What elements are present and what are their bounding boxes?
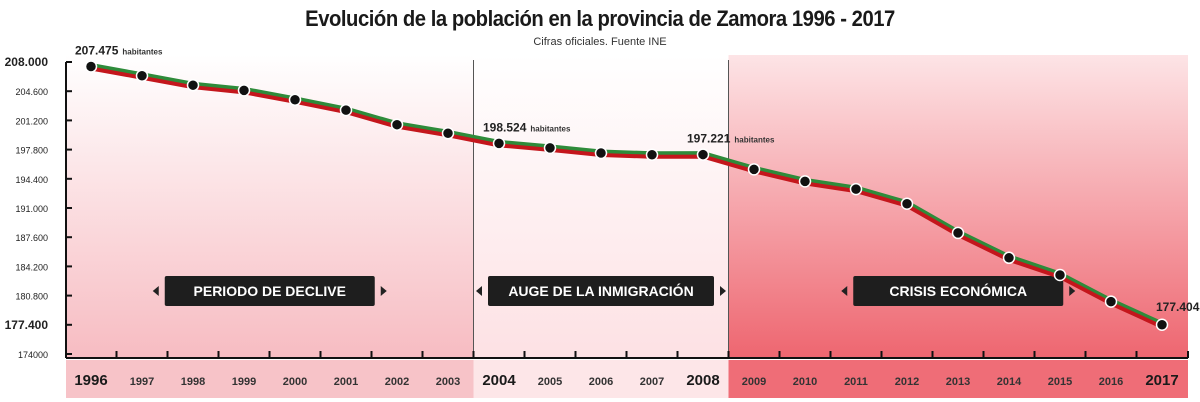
x-tick-label: 1996 [74, 372, 107, 389]
x-tick-label: 2003 [436, 376, 460, 388]
x-tick-label: 2013 [946, 376, 970, 388]
x-tick-label: 1999 [232, 376, 256, 388]
period-label: PERIODO DE DECLIVE [194, 283, 346, 299]
data-label: 198.524 habitantes [483, 120, 571, 134]
series-line-red [90, 66, 1163, 329]
data-point [798, 175, 812, 188]
data-point [390, 118, 404, 131]
x-tick-label: 2000 [283, 376, 307, 388]
data-point [543, 141, 557, 155]
y-tick-label: 174000 [18, 350, 48, 360]
y-tick-label: 187.600 [15, 233, 48, 243]
x-tick-label: 1997 [130, 376, 154, 388]
x-tick-label: 2005 [538, 376, 562, 388]
y-tick-label: 208.000 [5, 55, 49, 69]
period-region [473, 55, 729, 358]
x-tick-label: 2012 [895, 376, 919, 388]
data-point [747, 163, 761, 176]
chart-title: Evolución de la población en la provinci… [305, 6, 895, 31]
period-label-box [488, 276, 714, 306]
data-point [696, 148, 710, 161]
data-point [900, 197, 914, 210]
y-tick-label: 191.000 [15, 204, 48, 214]
year-strip [728, 360, 1188, 398]
data-point [84, 60, 98, 73]
chart-subtitle: Cifras oficiales. Fuente INE [533, 36, 667, 48]
data-point [1104, 295, 1118, 308]
x-tick-label: 2001 [334, 376, 358, 388]
x-tick-label: 2004 [482, 372, 516, 389]
y-tick-label: 180.800 [15, 292, 48, 302]
x-tick-label: 2011 [844, 376, 868, 388]
data-point [1002, 251, 1016, 265]
arrow-right-icon [720, 286, 726, 296]
y-tick-label: 197.800 [15, 146, 48, 156]
x-tick-label: 1998 [181, 376, 205, 388]
data-point [492, 137, 506, 150]
x-tick-label: 2010 [793, 376, 817, 388]
arrow-right-icon [1069, 286, 1076, 296]
x-tick-label: 2006 [589, 376, 613, 388]
arrow-right-icon [380, 286, 387, 296]
data-point [645, 148, 659, 162]
y-tick-label: 177.400 [5, 318, 49, 332]
x-tick-label: 2014 [997, 376, 1022, 388]
year-strip [473, 360, 729, 398]
y-tick-label: 204.600 [15, 87, 48, 97]
arrow-left-icon [152, 286, 159, 296]
period-label-box [164, 276, 375, 306]
data-label: 207.475 habitantes [75, 44, 163, 58]
x-tick-label: 2008 [686, 372, 719, 389]
data-point [237, 84, 251, 97]
data-point [594, 146, 608, 160]
x-tick-label: 2007 [640, 376, 664, 388]
period-label: CRISIS ECONÓMICA [889, 282, 1027, 299]
data-point [441, 127, 455, 140]
data-label: 197.221 habitantes [687, 132, 775, 146]
series-line-green [90, 63, 1163, 326]
x-tick-label: 2015 [1048, 376, 1072, 388]
data-point [339, 103, 353, 117]
year-strip [66, 360, 474, 398]
y-tick-label: 194.400 [15, 175, 48, 185]
data-point [288, 93, 302, 107]
period-label-box [853, 276, 1064, 306]
period-label: AUGE DE LA INMIGRACIÓN [508, 282, 693, 299]
data-point [1155, 318, 1169, 332]
data-point [951, 226, 965, 240]
arrow-left-icon [841, 286, 848, 296]
data-point [849, 182, 863, 196]
x-tick-label: 2016 [1099, 376, 1123, 388]
arrow-left-icon [476, 286, 482, 296]
x-tick-label: 2017 [1145, 372, 1178, 389]
data-point [135, 69, 149, 82]
data-point [186, 78, 200, 92]
x-tick-label: 2009 [742, 376, 766, 388]
data-label: 177.404 [1156, 300, 1200, 314]
y-tick-label: 184.200 [15, 262, 48, 272]
period-region [66, 55, 474, 358]
data-point [1053, 268, 1067, 282]
y-tick-label: 201.200 [15, 116, 48, 126]
period-region [728, 55, 1188, 358]
x-tick-label: 2002 [385, 376, 409, 388]
